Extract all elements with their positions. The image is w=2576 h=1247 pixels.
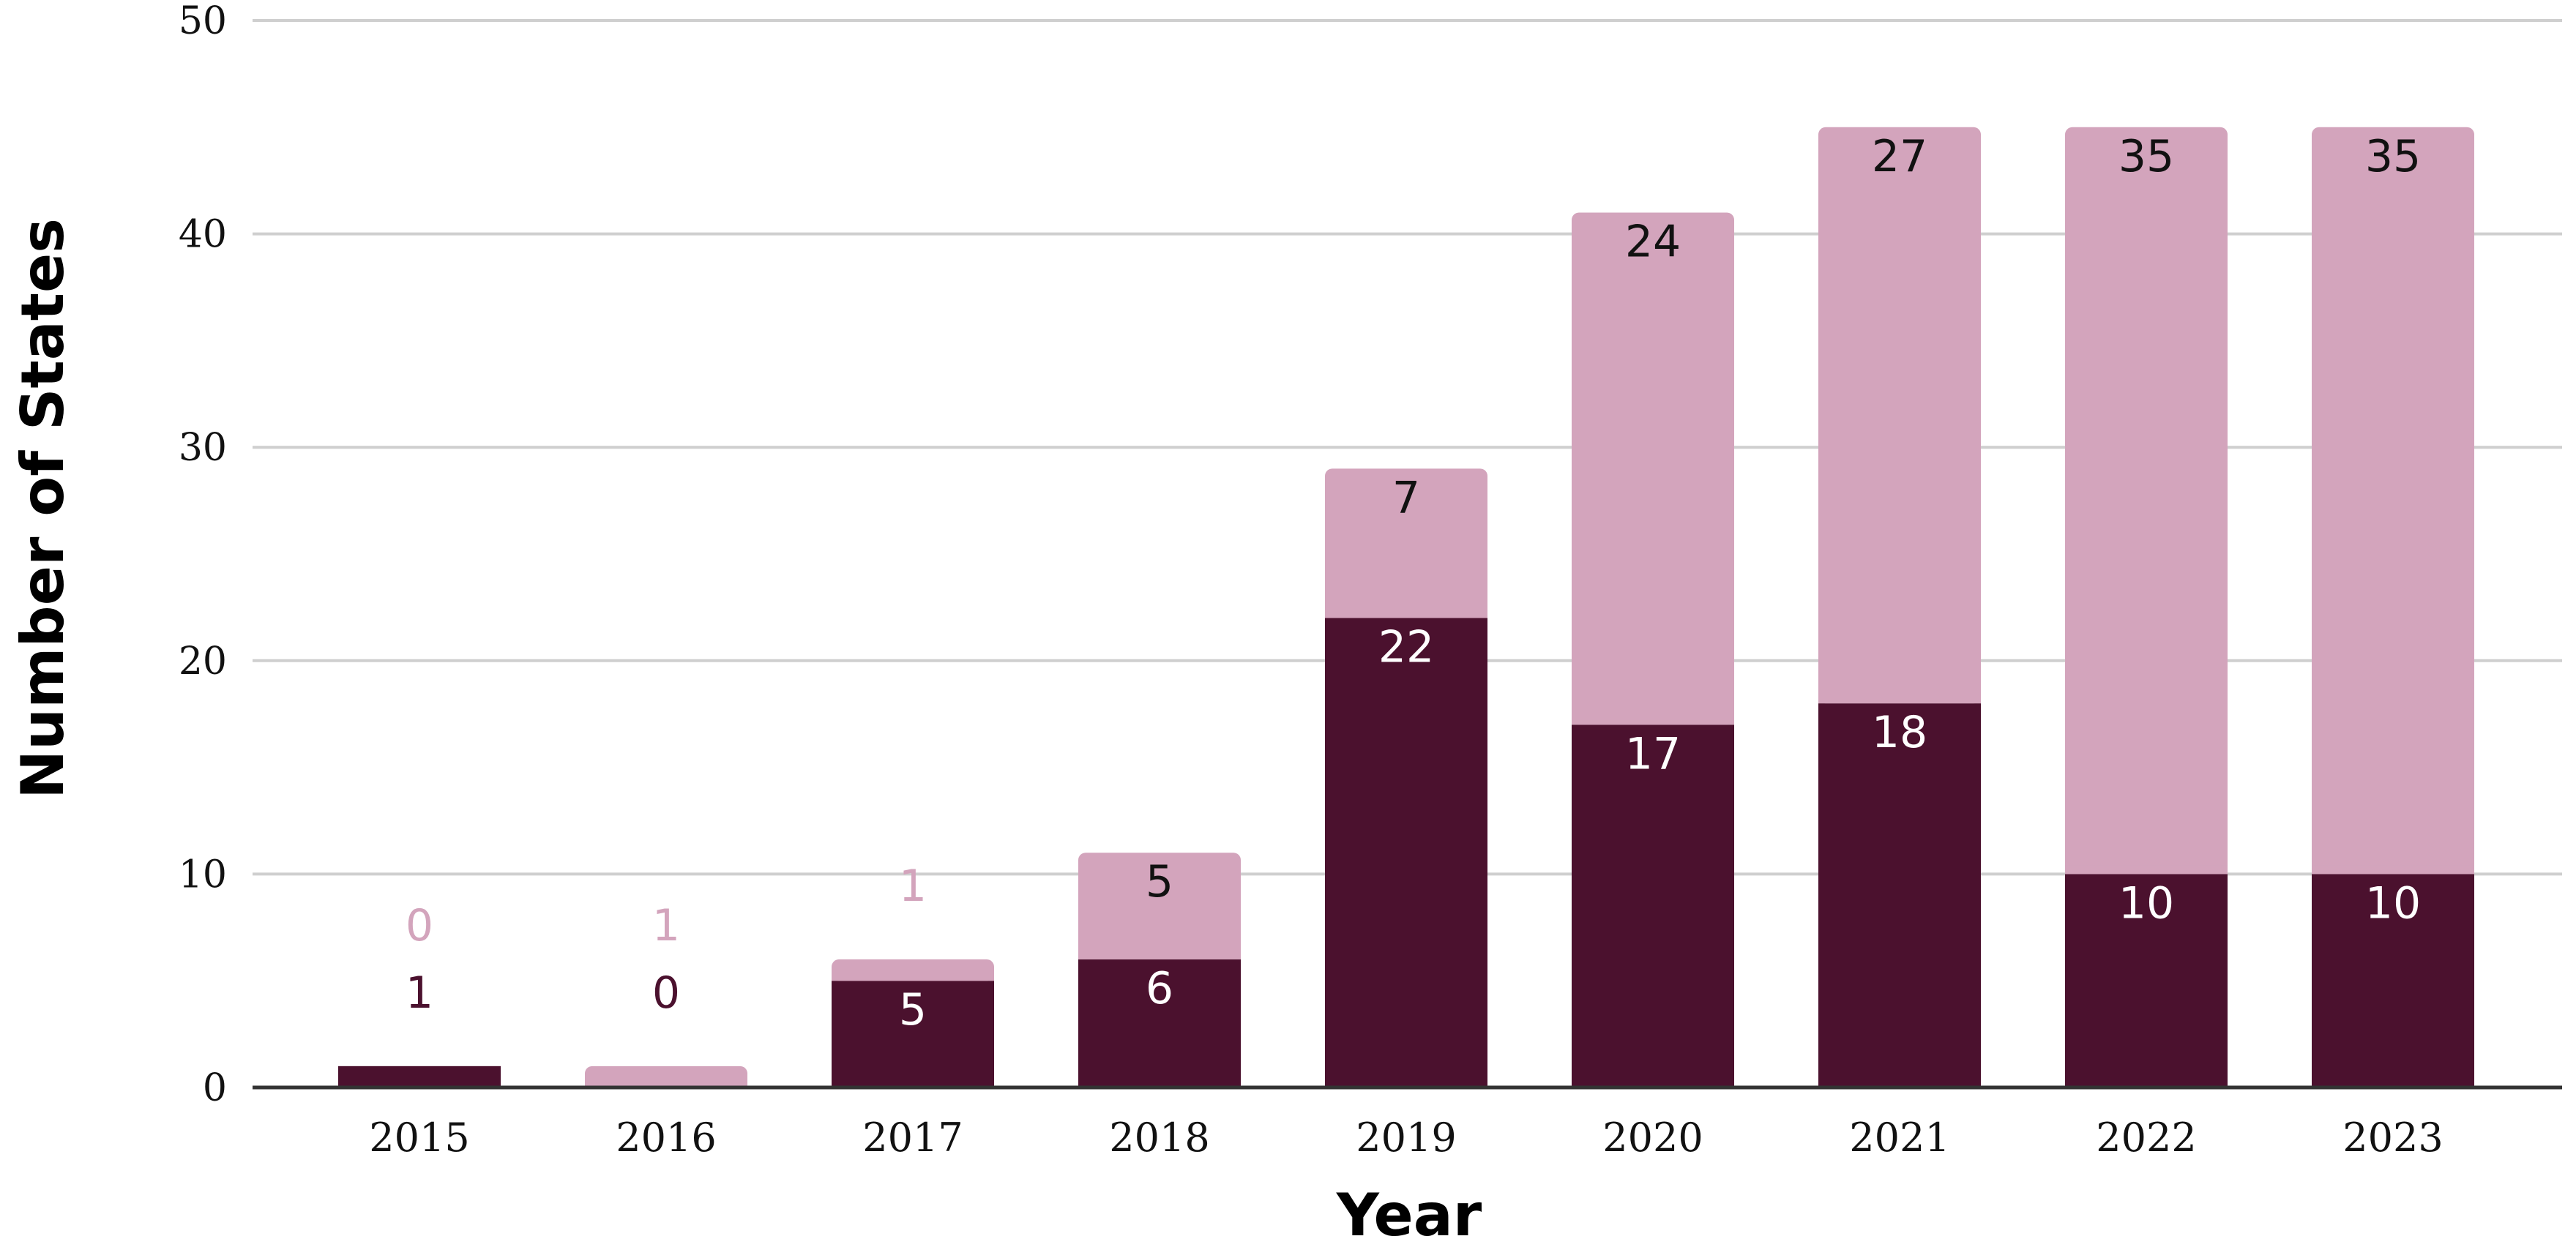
bar-segment xyxy=(2065,874,2228,1087)
bar-segment-base xyxy=(2065,865,2228,875)
bar-segment xyxy=(2312,127,2474,875)
bar-segment xyxy=(1572,724,1734,1087)
x-tick-label: 2023 xyxy=(2342,1115,2443,1161)
bar-segment xyxy=(1818,127,1981,704)
bar-value-label: 22 xyxy=(1378,621,1434,673)
x-tick-label: 2017 xyxy=(862,1115,963,1161)
bar-segment xyxy=(1325,618,1487,1087)
bar-segment xyxy=(338,1066,501,1087)
y-tick-label: 30 xyxy=(179,426,227,470)
bar-segment xyxy=(2312,874,2474,1087)
y-tick-label: 40 xyxy=(179,213,227,257)
bar-value-label: 7 xyxy=(1392,472,1420,523)
y-axis-title: Number of States xyxy=(9,218,77,799)
bar-value-label: 17 xyxy=(1625,728,1681,779)
bar-value-label: 5 xyxy=(1146,856,1173,907)
bar-segment-base xyxy=(832,972,994,981)
y-tick-label: 50 xyxy=(179,0,227,43)
bar-segment xyxy=(1078,853,1241,960)
bar-value-label: 0 xyxy=(406,900,433,951)
x-tick-label: 2020 xyxy=(1602,1115,1703,1161)
bar-segment xyxy=(1818,703,1981,1087)
bar-segment-base xyxy=(1572,716,1734,725)
bar-value-label: 0 xyxy=(652,967,680,1019)
bar-value-label: 1 xyxy=(652,900,680,951)
bar-value-label: 1 xyxy=(899,861,927,912)
bar-value-label: 18 xyxy=(1872,707,1927,758)
x-tick-label: 2021 xyxy=(1849,1115,1949,1161)
bar-value-label: 35 xyxy=(2118,131,2174,182)
bar-segment xyxy=(1572,212,1734,725)
bar-value-label: 24 xyxy=(1625,216,1681,267)
y-tick-label: 10 xyxy=(179,853,227,896)
bar-segment xyxy=(1325,468,1487,618)
bar-segment xyxy=(832,981,994,1087)
x-axis-title: Year xyxy=(1336,1181,1482,1247)
bar-segment-base xyxy=(1325,609,1487,618)
bars xyxy=(338,127,2474,1087)
bar-segment-base xyxy=(1078,951,1241,960)
x-tick-label: 2019 xyxy=(1356,1115,1456,1161)
y-tick-label: 0 xyxy=(203,1066,227,1110)
bar-value-label: 10 xyxy=(2118,877,2174,929)
bar-value-label: 1 xyxy=(406,967,433,1019)
bar-segment-base xyxy=(585,1079,747,1087)
bar-segment-base xyxy=(2312,865,2474,875)
bar-value-label: 27 xyxy=(1872,131,1927,182)
x-tick-label: 2015 xyxy=(369,1115,469,1161)
y-tick-label: 20 xyxy=(179,640,227,684)
bar-value-label: 5 xyxy=(899,984,927,1036)
x-tick-label: 2018 xyxy=(1109,1115,1209,1161)
bar-value-label: 6 xyxy=(1146,963,1173,1014)
bar-segment xyxy=(1078,959,1241,1087)
bar-segment-base xyxy=(1818,694,1981,704)
bar-segment xyxy=(2065,127,2228,875)
bar-value-label: 10 xyxy=(2365,877,2421,929)
x-tick-label: 2022 xyxy=(2096,1115,2196,1161)
bar-value-label: 35 xyxy=(2365,131,2421,182)
x-tick-label: 2016 xyxy=(616,1115,716,1161)
